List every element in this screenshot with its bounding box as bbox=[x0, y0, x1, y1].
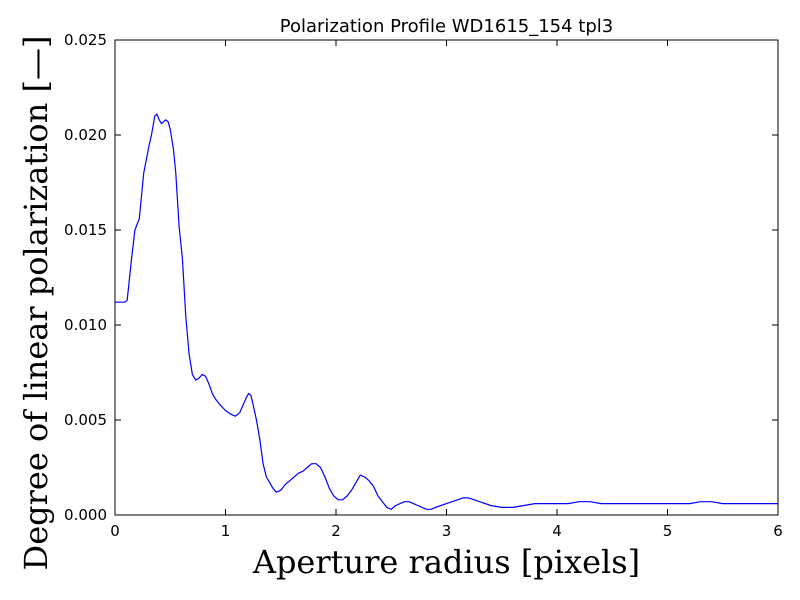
y-axis-label: Degree of linear polarization [—] bbox=[17, 36, 55, 571]
plot-area bbox=[114, 39, 779, 516]
y-tick-labels: 0.000 0.005 0.010 0.015 0.020 0.025 bbox=[64, 31, 107, 524]
y-tick-label: 0.015 bbox=[64, 221, 107, 239]
x-tick-label: 4 bbox=[552, 522, 562, 540]
axes-frame bbox=[114, 39, 779, 516]
y-tick-label: 0.000 bbox=[64, 506, 107, 524]
x-tick-label: 5 bbox=[663, 522, 673, 540]
axes-background bbox=[115, 40, 778, 515]
x-tick-label: 1 bbox=[221, 522, 231, 540]
y-tick-label: 0.005 bbox=[64, 411, 107, 429]
y-tick-label: 0.020 bbox=[64, 126, 107, 144]
x-tick-label: 2 bbox=[331, 522, 341, 540]
x-axis-label: Aperture radius [pixels] bbox=[252, 543, 640, 581]
x-tick-label: 0 bbox=[110, 522, 120, 540]
x-tick-label: 3 bbox=[442, 522, 452, 540]
y-tick-label: 0.025 bbox=[64, 31, 107, 49]
x-tick-label: 6 bbox=[773, 522, 783, 540]
series-line bbox=[115, 113, 778, 510]
x-tick-labels: 0 1 2 3 4 5 6 bbox=[110, 522, 783, 540]
chart-title: Polarization Profile WD1615_154 tpl3 bbox=[280, 16, 614, 37]
y-tick-label: 0.010 bbox=[64, 316, 107, 334]
